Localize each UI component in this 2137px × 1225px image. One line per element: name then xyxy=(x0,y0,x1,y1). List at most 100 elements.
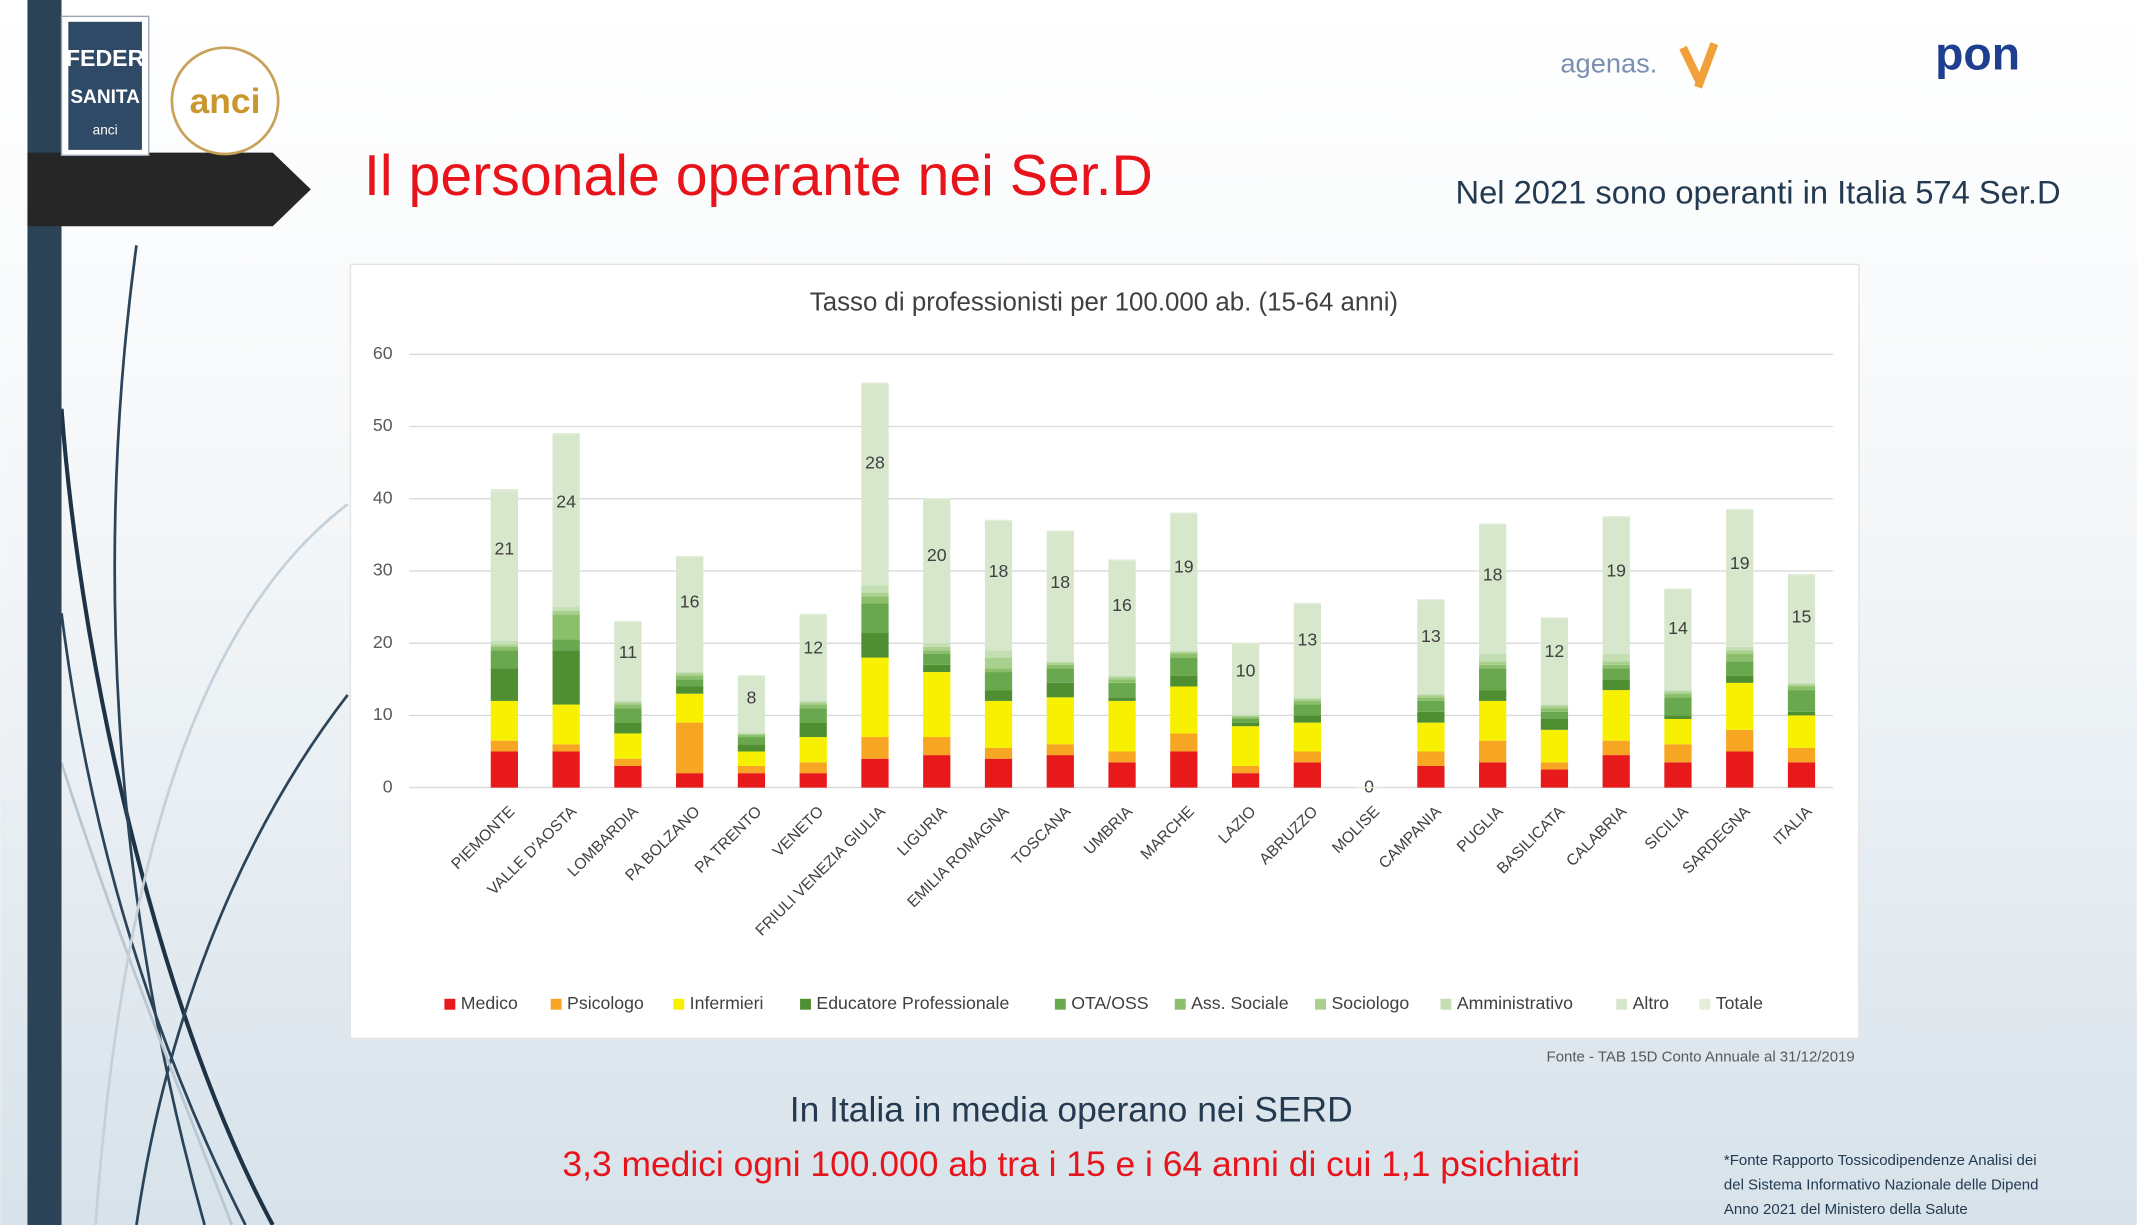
bar-segment xyxy=(861,632,888,657)
bar-segment xyxy=(553,614,580,639)
bar-segment xyxy=(1047,663,1074,665)
bar-segment xyxy=(1170,652,1197,654)
bar-segment xyxy=(1047,697,1074,744)
bar-segment xyxy=(1664,762,1691,787)
bar-segment xyxy=(1479,701,1506,741)
bar-segment xyxy=(1294,762,1321,787)
bar-segment xyxy=(800,705,827,709)
bar-segment xyxy=(738,735,765,737)
y-tick-label: 40 xyxy=(373,487,393,507)
bar-segment xyxy=(861,593,888,597)
legend-label: Infermieri xyxy=(690,993,764,1013)
bar-segment xyxy=(1294,603,1321,697)
bar-segment xyxy=(1170,686,1197,733)
bar-segment xyxy=(800,762,827,773)
bar-segment xyxy=(676,679,703,686)
data-label: 20 xyxy=(927,545,947,565)
bar-segment xyxy=(1108,701,1135,752)
bar-segment xyxy=(738,766,765,773)
bar-segment xyxy=(1788,683,1815,684)
bar-segment xyxy=(861,383,888,585)
bar-segment xyxy=(1664,692,1691,694)
legend-label: Altro xyxy=(1633,993,1670,1013)
bar-segment xyxy=(923,654,950,665)
legend-swatch xyxy=(800,999,811,1010)
bar-segment xyxy=(1603,517,1630,654)
legend-swatch xyxy=(1175,999,1186,1010)
y-tick-label: 60 xyxy=(373,343,393,363)
bar-segment xyxy=(1170,658,1197,676)
bar-segment xyxy=(1726,650,1753,654)
data-label: 13 xyxy=(1298,630,1318,650)
bar-segment xyxy=(1541,708,1568,712)
bar-segment xyxy=(1664,589,1691,690)
bar-segment xyxy=(1479,661,1506,665)
data-label: 16 xyxy=(1112,595,1132,615)
bar-segment xyxy=(1664,719,1691,744)
bar-segment xyxy=(1417,600,1444,694)
y-tick-label: 50 xyxy=(373,415,393,435)
bar-segment xyxy=(1294,705,1321,716)
bar-segment xyxy=(1108,560,1135,676)
data-label: 18 xyxy=(1483,565,1503,585)
bar-segment xyxy=(1108,679,1135,683)
summary-line: In Italia in media operano nei SERD xyxy=(790,1089,1353,1129)
bar-segment xyxy=(1726,510,1753,647)
bar-segment xyxy=(1541,705,1568,706)
bar-segment xyxy=(1479,524,1506,654)
bar-segment xyxy=(1664,697,1691,715)
data-label: 16 xyxy=(680,591,700,611)
bar-segment xyxy=(800,708,827,722)
summary-highlight: 3,3 medici ogni 100.000 ab tra i 15 e i … xyxy=(562,1144,1580,1184)
legend-swatch xyxy=(1055,999,1066,1010)
bar-segment xyxy=(491,641,518,645)
bar-segment xyxy=(1108,683,1135,697)
bar-segment xyxy=(491,751,518,787)
bar-segment xyxy=(553,744,580,751)
bar-segment xyxy=(1664,715,1691,719)
bar-segment xyxy=(676,673,703,675)
bar-segment xyxy=(1047,661,1074,662)
bar-segment xyxy=(614,766,641,788)
bar-segment xyxy=(1417,695,1444,697)
bar-segment xyxy=(1108,697,1135,701)
bar-segment xyxy=(614,723,641,734)
bar-segment xyxy=(1232,715,1259,716)
legend-swatch xyxy=(1616,999,1627,1010)
bar-segment xyxy=(985,701,1012,748)
bar-segment xyxy=(923,672,950,737)
legend-swatch xyxy=(1440,999,1451,1010)
bar-segment xyxy=(800,737,827,762)
bar-segment xyxy=(1417,751,1444,765)
bar-segment xyxy=(676,686,703,693)
logo-pon: pon xyxy=(1935,27,2020,79)
data-label: 12 xyxy=(803,638,823,658)
data-label: 11 xyxy=(619,642,637,662)
bar-segment xyxy=(1108,762,1135,787)
bar-segment xyxy=(614,759,641,766)
bar-segment xyxy=(1047,744,1074,755)
bar-segment xyxy=(1541,730,1568,762)
bar-segment xyxy=(1726,661,1753,675)
chart-source: Fonte - TAB 15D Conto Annuale al 31/12/2… xyxy=(1547,1048,1855,1065)
bar-segment xyxy=(491,668,518,700)
legend-label: Educatore Professionale xyxy=(816,993,1009,1013)
bar-segment xyxy=(923,755,950,787)
bar-segment xyxy=(1047,665,1074,669)
bar-segment xyxy=(861,603,888,632)
bar-segment xyxy=(861,596,888,603)
bar-segment xyxy=(1726,751,1753,787)
bar-segment xyxy=(1232,726,1259,766)
bar-segment xyxy=(985,650,1012,657)
bar-segment xyxy=(553,611,580,615)
bar-segment xyxy=(1788,712,1815,716)
legend-swatch xyxy=(1315,999,1326,1010)
bar-segment xyxy=(1232,723,1259,727)
bar-segment xyxy=(861,759,888,788)
slide: { "header": { "logo_left_lines": ["FEDER… xyxy=(0,0,2137,1225)
data-label: 19 xyxy=(1606,560,1626,580)
bar-segment xyxy=(553,751,580,787)
slide-canvas: FEDER SANITA anci anci agenas. pon Il pe… xyxy=(0,0,2137,1225)
bar-segment xyxy=(1603,665,1630,669)
bar-segment xyxy=(491,645,518,647)
